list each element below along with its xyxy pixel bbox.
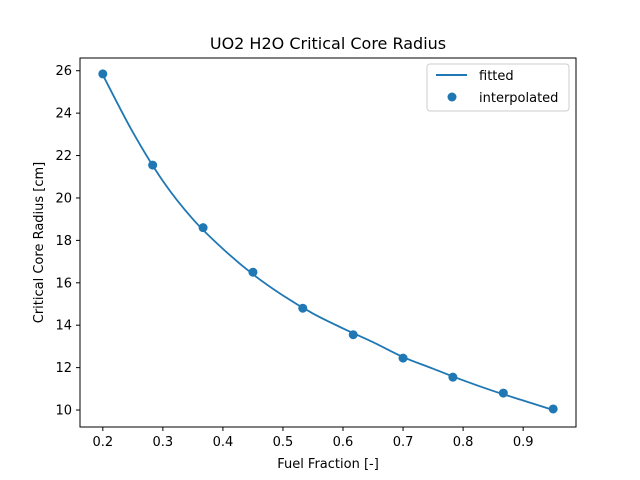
- legend: fitted interpolated: [426, 63, 570, 112]
- interpolated-point: [298, 303, 308, 313]
- interpolated-point: [398, 353, 408, 363]
- legend-fitted-label: fitted: [479, 69, 514, 84]
- legend-interpolated-swatch: [447, 92, 457, 102]
- interpolated-point: [248, 267, 258, 277]
- x-tick-label: 0.5: [273, 435, 294, 450]
- y-tick-label: 24: [55, 107, 72, 122]
- x-tick-label: 0.3: [153, 435, 174, 450]
- interpolated-point: [548, 404, 558, 414]
- interpolated-point: [148, 160, 158, 170]
- y-tick-label: 18: [55, 234, 72, 249]
- y-tick-label: 16: [55, 276, 72, 291]
- y-axis-label: Critical Core Radius [cm]: [32, 162, 47, 324]
- x-axis-label: Fuel Fraction [-]: [277, 457, 379, 472]
- x-tick-label: 0.7: [393, 435, 414, 450]
- interpolated-point: [498, 388, 508, 398]
- plot-area: [98, 69, 558, 414]
- interpolated-point: [98, 69, 108, 79]
- interpolated-point: [198, 223, 208, 233]
- x-tick-label: 0.2: [92, 435, 113, 450]
- y-tick-label: 26: [55, 64, 72, 79]
- x-tick-label: 0.8: [453, 435, 474, 450]
- y-tick-label: 14: [55, 319, 72, 334]
- fitted-line: [102, 74, 554, 411]
- interpolated-point: [448, 372, 458, 382]
- y-tick-label: 10: [55, 404, 72, 419]
- y-tick-label: 20: [55, 191, 72, 206]
- chart-title: UO2 H2O Critical Core Radius: [210, 34, 446, 53]
- axes-ticks: 0.2 0.3 0.4 0.5 0.6 0.7 0.8 0.9 10 12 14 16 18 20 22 24…: [55, 64, 533, 450]
- axes-frame: [79, 57, 577, 428]
- interpolated-point: [348, 330, 358, 340]
- x-tick-label: 0.9: [513, 435, 534, 450]
- x-tick-label: 0.4: [213, 435, 234, 450]
- y-tick-label: 12: [55, 361, 72, 376]
- x-tick-label: 0.6: [333, 435, 354, 450]
- y-tick-label: 22: [55, 149, 72, 164]
- legend-interpolated-label: interpolated: [479, 91, 558, 106]
